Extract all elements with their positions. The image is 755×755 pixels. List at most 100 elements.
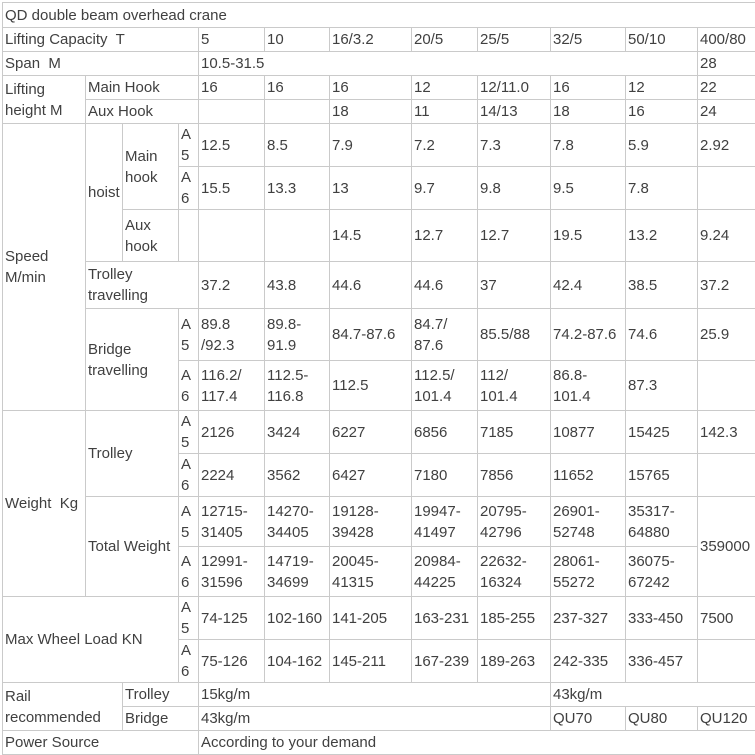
hoist-aux-value: 19.5 <box>551 210 626 262</box>
row-title: QD double beam overhead crane <box>3 3 755 28</box>
total-weight-a5-value: 20795- 42796 <box>478 497 551 547</box>
main-hook-height-value: 16 <box>551 76 626 100</box>
main-hook-label: Main Hook <box>86 76 199 100</box>
bridge-a5-value: 89.8 /92.3 <box>199 309 265 361</box>
hoist-aux-value: 12.7 <box>412 210 478 262</box>
row-aux-hook-height: Aux Hook 18 11 14/13 18 16 24 <box>3 100 755 124</box>
bridge-a5-value: 84.7/ 87.6 <box>412 309 478 361</box>
hoist-main-a6-value: 9.7 <box>412 167 478 210</box>
wheel-load-a5-value: 102-160 <box>265 597 330 640</box>
rail-trolley-label: Trolley <box>123 683 199 707</box>
hoist-aux-value <box>199 210 265 262</box>
bridge-a5-value: 85.5/88 <box>478 309 551 361</box>
lifting-capacity-label: Lifting Capacity T <box>3 28 199 52</box>
speed-label: Speed M/min <box>3 124 86 411</box>
row-wheel-load-a5: Max Wheel Load KN A5 74-125 102-160 141-… <box>3 597 755 640</box>
main-hook-height-value: 16 <box>199 76 265 100</box>
aux-hook-height-value: 16 <box>626 100 698 124</box>
bridge-a5-value: 89.8-91.9 <box>265 309 330 361</box>
total-weight-a6-value: 36075- 67242 <box>626 547 698 597</box>
wheel-load-a5-value: 185-255 <box>478 597 551 640</box>
span-label: Span M <box>3 52 199 76</box>
row-span: Span M 10.5-31.5 28 <box>3 52 755 76</box>
span-value-last: 28 <box>698 52 755 76</box>
bridge-a5-value: 25.9 <box>698 309 755 361</box>
rail-bridge-qu-value: QU80 <box>626 707 698 731</box>
weight-trolley-label: Trolley <box>86 411 179 497</box>
main-hook-height-value: 12 <box>626 76 698 100</box>
wheel-load-a6-value: 145-211 <box>330 640 412 683</box>
total-weight-a6-value: 22632- 16324 <box>478 547 551 597</box>
lifting-capacity-value: 32/5 <box>551 28 626 52</box>
lifting-capacity-value: 50/10 <box>626 28 698 52</box>
bridge-a6-value: 116.2/ 117.4 <box>199 361 265 411</box>
weight-trolley-a5-value: 2126 <box>199 411 265 454</box>
main-hook-height-value: 22 <box>698 76 755 100</box>
rail-label: Rail recommended <box>3 683 123 731</box>
hoist-aux-value: 13.2 <box>626 210 698 262</box>
weight-trolley-a5-value: 10877 <box>551 411 626 454</box>
main-hook-height-value: 12 <box>412 76 478 100</box>
hoist-main-a6-value: 7.8 <box>626 167 698 210</box>
aux-hook-height-value: 18 <box>551 100 626 124</box>
wheel-load-a6-value: 104-162 <box>265 640 330 683</box>
hoist-main-a5-value: 7.9 <box>330 124 412 167</box>
trolley-travelling-label: Trolley travelling <box>86 262 199 309</box>
bridge-a5-value: 74.2-87.6 <box>551 309 626 361</box>
main-hook-height-value: 12/11.0 <box>478 76 551 100</box>
hoist-main-a5-value: 12.5 <box>199 124 265 167</box>
bridge-travelling-label: Bridge travelling <box>86 309 179 411</box>
row-hoist-main-a5: Speed M/min hoist Main hook A5 12.5 8.5 … <box>3 124 755 167</box>
wheel-load-a5-value: 7500 <box>698 597 755 640</box>
bridge-a6-value: 112.5/ 101.4 <box>412 361 478 411</box>
total-weight-a6-value: 20984- 44225 <box>412 547 478 597</box>
trolley-travelling-value: 37.2 <box>698 262 755 309</box>
rail-bridge-qu-value: QU120 <box>698 707 755 731</box>
hoist-aux-value: 9.24 <box>698 210 755 262</box>
hoist-aux-value <box>265 210 330 262</box>
total-weight-merged-value: 359000 <box>698 497 755 597</box>
hoist-main-a5-value: 7.8 <box>551 124 626 167</box>
aux-hook-height-value <box>265 100 330 124</box>
wheel-load-a6-value <box>698 640 755 683</box>
aux-hook-height-value <box>199 100 265 124</box>
row-trolley-travelling: Trolley travelling 37.2 43.8 44.6 44.6 3… <box>3 262 755 309</box>
hoist-aux-class-cell <box>179 210 199 262</box>
total-weight-a5-value: 26901- 52748 <box>551 497 626 547</box>
wheel-load-a5-value: 163-231 <box>412 597 478 640</box>
main-hook-height-value: 16 <box>265 76 330 100</box>
weight-trolley-a6-value: 7856 <box>478 454 551 497</box>
wheel-load-a6-value: 189-263 <box>478 640 551 683</box>
total-weight-a5-value: 35317- 64880 <box>626 497 698 547</box>
a6-class-label: A6 <box>179 167 199 210</box>
a6-class-label: A6 <box>179 361 199 411</box>
weight-trolley-a5-value: 142.3 <box>698 411 755 454</box>
hoist-main-a5-value: 5.9 <box>626 124 698 167</box>
trolley-travelling-value: 43.8 <box>265 262 330 309</box>
bridge-a5-value: 84.7-87.6 <box>330 309 412 361</box>
hoist-main-a6-value <box>698 167 755 210</box>
a6-class-label: A6 <box>179 547 199 597</box>
a5-class-label: A5 <box>179 497 199 547</box>
a6-class-label: A6 <box>179 640 199 683</box>
hoist-main-a6-value: 13.3 <box>265 167 330 210</box>
weight-trolley-a6-value: 15765 <box>626 454 698 497</box>
rail-trolley-left-value: 15kg/m <box>199 683 551 707</box>
weight-trolley-a6-value: 11652 <box>551 454 626 497</box>
wheel-load-a6-value: 167-239 <box>412 640 478 683</box>
weight-trolley-a6-value: 2224 <box>199 454 265 497</box>
bridge-a6-value <box>698 361 755 411</box>
rail-bridge-label: Bridge <box>123 707 199 731</box>
hoist-main-a5-value: 2.92 <box>698 124 755 167</box>
hoist-aux-hook-label: Aux hook <box>123 210 179 262</box>
wheel-load-a5-value: 74-125 <box>199 597 265 640</box>
hoist-main-hook-label: Main hook <box>123 124 179 210</box>
aux-hook-label: Aux Hook <box>86 100 199 124</box>
hoist-main-a5-value: 7.2 <box>412 124 478 167</box>
aux-hook-height-value: 11 <box>412 100 478 124</box>
bridge-a6-value: 87.3 <box>626 361 698 411</box>
a6-class-label: A6 <box>179 454 199 497</box>
row-bridge-travelling-a5: Bridge travelling A5 89.8 /92.3 89.8-91.… <box>3 309 755 361</box>
weight-label: Weight Kg <box>3 411 86 597</box>
